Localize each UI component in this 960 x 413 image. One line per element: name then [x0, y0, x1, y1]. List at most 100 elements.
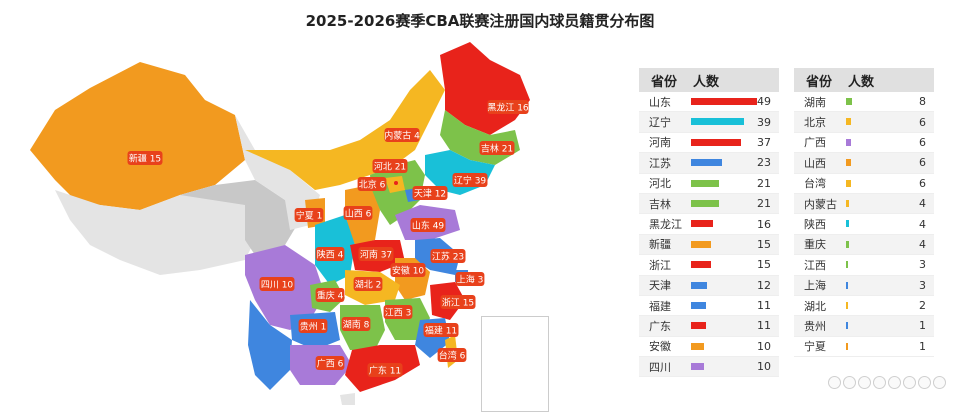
row-bar-cell: [691, 276, 757, 295]
map-label-bg: [410, 218, 446, 232]
row-count: 10: [757, 339, 771, 353]
row-count: 4: [919, 217, 926, 231]
table-row: 新疆 15: [639, 234, 779, 256]
map-label: 安徽 10: [390, 263, 426, 277]
map-label: 湖南 8: [341, 317, 371, 331]
row-province: 广西: [804, 136, 826, 150]
row-bar: [691, 281, 708, 289]
map-label-text: 台湾 6: [439, 350, 466, 362]
map-label-text: 贵州 1: [300, 321, 327, 333]
map-label-bg: [341, 317, 371, 331]
map-label: 河南 37: [358, 247, 394, 261]
row-province: 上海: [804, 279, 826, 293]
map-label-bg: [259, 277, 295, 291]
map-label: 宁夏 1: [294, 208, 324, 222]
region-hainan: [340, 393, 355, 405]
map-label-text: 广东 11: [369, 365, 401, 377]
capital-marker: [394, 181, 398, 185]
china-map: 黑龙江 16 内蒙古 4 吉林 21 新疆 15 河北 21 北京 6 辽宁 39 天津 12…: [30, 42, 530, 405]
row-bar-cell: [846, 337, 912, 356]
map-label-text: 上海 3: [457, 274, 484, 286]
row-bar: [846, 261, 849, 269]
row-count: 6: [919, 135, 926, 149]
table-row: 重庆 4: [794, 234, 934, 256]
table-row: 四川 10: [639, 357, 779, 378]
row-count: 11: [757, 319, 771, 333]
row-province: 贵州: [804, 319, 826, 333]
map-label-bg: [353, 277, 383, 291]
row-bar-cell: [691, 92, 757, 111]
row-count: 15: [757, 258, 771, 272]
row-bar: [846, 220, 849, 228]
row-bar-cell: [691, 174, 757, 193]
map-label-bg: [437, 348, 467, 362]
map-label-text: 陕西 4: [317, 249, 344, 261]
row-bar: [691, 301, 706, 309]
map-label-text: 黑龙江 16: [487, 102, 529, 114]
row-bar: [691, 98, 757, 105]
south-china-sea-inset: [481, 316, 549, 412]
row-bar: [846, 240, 849, 248]
row-bar-cell: [691, 357, 757, 376]
map-label: 陕西 4: [315, 247, 345, 261]
row-province: 四川: [649, 360, 671, 374]
map-label: 浙江 15: [440, 295, 476, 309]
row-count: 6: [919, 176, 926, 190]
map-label: 江苏 23: [430, 249, 466, 263]
watermark-dot-icon: [873, 376, 886, 389]
map-label: 山东 49: [410, 218, 446, 232]
map-label: 天津 12: [412, 186, 448, 200]
row-province: 宁夏: [804, 340, 826, 354]
row-bar-cell: [846, 92, 912, 111]
map-label: 广西 6: [315, 356, 345, 370]
row-bar: [691, 179, 720, 187]
row-count: 21: [757, 176, 771, 190]
table-right: 省份 人数 湖南 8 北京 6 广西 6 山西 6 台湾 6 内蒙古 4 陕西 4 重庆 4 江西 3 上海 3 湖北 2…: [794, 68, 934, 358]
watermark-dot-icon: [858, 376, 871, 389]
row-bar-cell: [691, 112, 757, 131]
map-label-bg: [343, 206, 373, 220]
row-province: 内蒙古: [804, 197, 837, 211]
map-label: 上海 3: [455, 272, 485, 286]
region-tibet: [55, 185, 255, 275]
map-label-bg: [383, 305, 413, 319]
table-row: 浙江 15: [639, 255, 779, 276]
row-bar-cell: [846, 194, 912, 213]
map-label-bg: [487, 100, 529, 114]
row-count: 23: [757, 156, 771, 170]
row-bar: [846, 199, 849, 207]
header-province: 省份: [650, 74, 677, 90]
row-bar: [691, 342, 705, 350]
row-province: 北京: [804, 116, 826, 130]
table-header: 省份 人数: [794, 68, 934, 92]
row-count: 8: [919, 95, 926, 109]
row-province: 湖南: [804, 95, 826, 109]
map-label: 黑龙江 16: [487, 100, 529, 114]
row-count: 4: [919, 197, 926, 211]
table-rows: 山东 49 辽宁 39 河南 37 江苏 23 河北 21 吉林 21 黑龙江 16 新疆 15 浙江 15 天津 1…: [639, 92, 779, 378]
region-qinghai: [180, 180, 300, 255]
map-label-text: 湖北 2: [355, 280, 382, 291]
table-row: 黑龙江 16: [639, 214, 779, 235]
table-row: 湖南 8: [794, 92, 934, 113]
row-bar-cell: [691, 235, 757, 254]
table-row: 广东 11: [639, 316, 779, 337]
map-label-bg: [357, 177, 387, 191]
map-label-text: 广西 6: [317, 358, 344, 370]
map-label-bg: [372, 159, 408, 173]
table-row: 内蒙古 4: [794, 193, 934, 215]
region-xinjiang: [30, 62, 245, 210]
row-count: 6: [919, 115, 926, 129]
row-bar: [691, 322, 706, 330]
map-label-text: 福建 11: [425, 325, 457, 337]
row-province: 陕西: [804, 218, 826, 232]
map-label-bg: [455, 272, 485, 286]
map-label: 河北 21: [372, 159, 408, 173]
map-label-text: 山西 6: [345, 209, 372, 220]
map-label: 江西 3: [383, 305, 413, 319]
map-label: 贵州 1: [298, 319, 328, 333]
map-label-bg: [367, 363, 403, 377]
map-label: 北京 6: [357, 177, 387, 191]
table-row: 吉林 21: [639, 193, 779, 215]
map-label: 内蒙古 4: [384, 128, 420, 142]
